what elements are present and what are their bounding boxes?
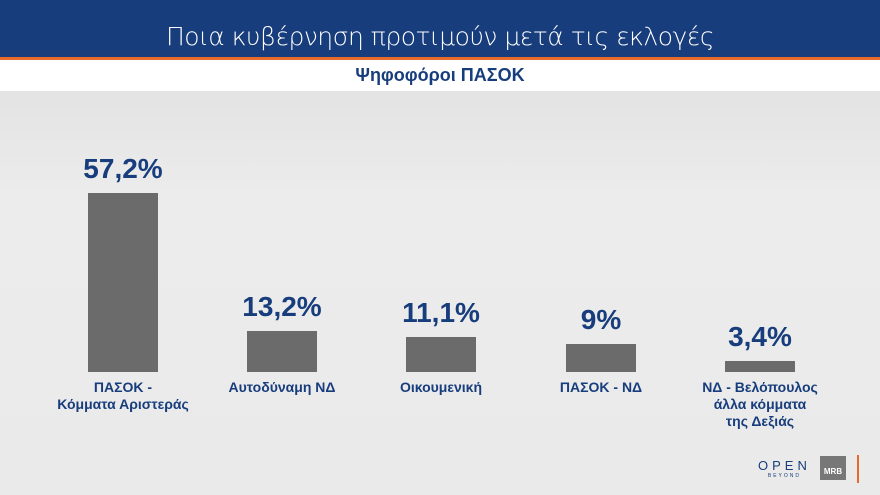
category-label: ΠΑΣΟΚ - Κόμματα Αριστεράς: [57, 379, 189, 412]
category-label: ΠΑΣΟΚ - ΝΔ: [559, 379, 643, 395]
bar: [725, 361, 795, 372]
mrb-logo: MRB: [820, 456, 846, 480]
page-title: Ποια κυβέρνηση προτιμούν μετά τις εκλογέ…: [166, 22, 715, 51]
category-label: Οικουμενική: [399, 379, 483, 395]
bar: [566, 343, 636, 372]
data-label: 13,2%: [242, 290, 322, 322]
bar: [247, 330, 317, 372]
open-logo: OPEN BEYOND: [758, 458, 811, 479]
data-label: 9%: [580, 303, 622, 335]
header-bar: [0, 0, 880, 57]
accent-line: [0, 57, 880, 60]
category-label: ΝΔ - Βελόπουλος άλλα κόμματα της Δεξιάς: [702, 379, 818, 429]
bar: [406, 337, 476, 372]
data-label: 11,1%: [402, 297, 480, 329]
data-label: 57,2%: [83, 153, 163, 184]
subtitle-band: [0, 60, 880, 91]
chart-subtitle: Ψηφοφόροι ΠΑΣΟΚ: [355, 65, 525, 85]
category-label: Αυτοδύναμη ΝΔ: [228, 379, 336, 395]
data-label: 3,4%: [728, 321, 792, 353]
bar: [88, 193, 158, 372]
logo-divider: [857, 455, 859, 483]
